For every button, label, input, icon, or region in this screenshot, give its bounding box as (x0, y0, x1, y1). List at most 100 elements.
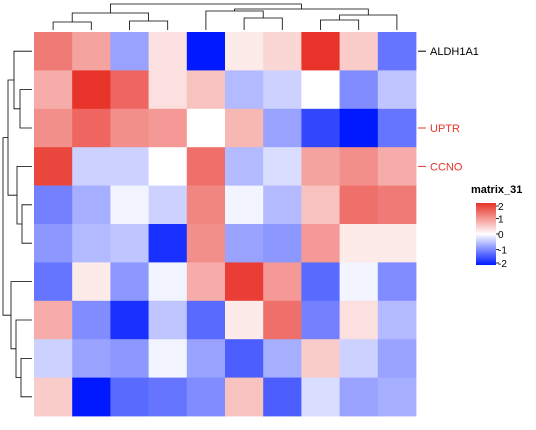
heatmap-cell (148, 377, 188, 417)
heatmap-cell (186, 70, 226, 110)
heatmap-cell (72, 339, 111, 378)
heatmap-cell (301, 185, 340, 225)
heatmap-cell (110, 70, 149, 110)
heatmap-cell (186, 262, 226, 302)
heatmap-cell (186, 377, 226, 417)
heatmap-cell (34, 185, 73, 225)
heatmap-cell (72, 147, 111, 186)
heatmap-cell (301, 224, 340, 263)
heatmap-cell (301, 339, 340, 378)
heatmap-cell (34, 262, 73, 302)
heatmap-cell (339, 108, 379, 148)
dendrogram-link (10, 281, 32, 350)
heatmap-cell (72, 70, 111, 110)
heatmap-cell (186, 108, 226, 148)
heatmap-cell (110, 147, 149, 186)
heatmap-cell (148, 262, 188, 302)
heatmap-cell (186, 224, 226, 263)
row-label: CCNO (430, 161, 463, 173)
legend-title: matrix_31 (471, 184, 522, 196)
heatmap-cell (34, 147, 73, 186)
heatmap-cell (263, 339, 302, 378)
heatmap-cell (34, 300, 73, 340)
heatmap-cell (72, 377, 111, 417)
heatmap-cell (377, 339, 417, 378)
heatmap-cell (225, 224, 264, 263)
heatmap-cell (377, 70, 417, 110)
heatmap-cell (110, 377, 149, 417)
heatmap-cell (72, 32, 111, 71)
heatmap-cell (339, 147, 379, 186)
dendrogram-link (2, 137, 11, 316)
column-dendrogram (52, 3, 398, 30)
heatmap-cell (148, 147, 188, 186)
dendrogram-link (243, 17, 283, 30)
heatmap-cell (148, 224, 188, 263)
heatmap-cell (34, 377, 73, 417)
dendrogram-link (205, 10, 264, 30)
heatmap-cell (110, 339, 149, 378)
dendrogram-link (129, 20, 169, 30)
legend-tick-label: -2 (498, 259, 507, 270)
heatmap-cell (263, 32, 302, 71)
heatmap-cell (186, 185, 226, 225)
heatmap-cell (377, 377, 417, 417)
heatmap-cell (377, 224, 417, 263)
heatmap-cell (186, 300, 226, 340)
heatmap-cell (263, 224, 302, 263)
dendrogram-link (20, 358, 32, 398)
row-labels: ALDH1A1 UPTR CCNO (418, 46, 479, 173)
heatmap-cell (110, 185, 149, 225)
heatmap-cell (110, 32, 149, 71)
heatmap-cell (377, 300, 417, 340)
heatmap-cell (34, 108, 73, 148)
legend-tick-label: 2 (498, 202, 504, 213)
heatmap-cell (301, 70, 340, 110)
heatmap-cell (225, 185, 264, 225)
dendrogram-link (110, 3, 302, 13)
heatmap-cell (72, 224, 111, 263)
heatmap-cell (110, 224, 149, 263)
heatmap-cell (339, 185, 379, 225)
heatmap-cell (72, 300, 111, 340)
heatmap-cell (339, 377, 379, 417)
heatmap-cell (72, 185, 111, 225)
heatmap-cells (34, 32, 417, 417)
heatmap-cell (72, 108, 111, 148)
heatmap-cell (110, 108, 149, 148)
heatmap-cell (339, 339, 379, 378)
legend-ticks: 2 1 0 -1 -2 (496, 202, 507, 270)
heatmap-cell (225, 300, 264, 340)
dendrogram-link (21, 204, 32, 244)
heatmap-cell (148, 108, 188, 148)
heatmap-cell (301, 108, 340, 148)
heatmap-cell (301, 377, 340, 417)
heatmap-cell (148, 339, 188, 378)
legend-tick-label: 1 (498, 215, 504, 226)
heatmap-cell (263, 147, 302, 186)
heatmap-cell (377, 262, 417, 302)
heatmap-cell (148, 300, 188, 340)
heatmap-cell (225, 70, 264, 110)
heatmap-cell (339, 300, 379, 340)
dendrogram-link (339, 14, 398, 30)
row-label: ALDH1A1 (430, 46, 479, 58)
row-dendrogram (2, 50, 32, 398)
heatmap-cell (339, 262, 379, 302)
legend-color-bar (476, 203, 496, 265)
heatmap-cell (34, 339, 73, 378)
heatmap-cell (225, 108, 264, 148)
row-label: UPTR (430, 123, 460, 135)
heatmap-cell (301, 147, 340, 186)
heatmap-cell (339, 70, 379, 110)
heatmap-cell (225, 262, 264, 302)
heatmap-cell (34, 224, 73, 263)
heatmap-cell (339, 32, 379, 71)
heatmap-cell (339, 224, 379, 263)
heatmap-cell (263, 185, 302, 225)
heatmap-cell (186, 32, 226, 71)
heatmap-cell (110, 300, 149, 340)
heatmap-cell (263, 108, 302, 148)
